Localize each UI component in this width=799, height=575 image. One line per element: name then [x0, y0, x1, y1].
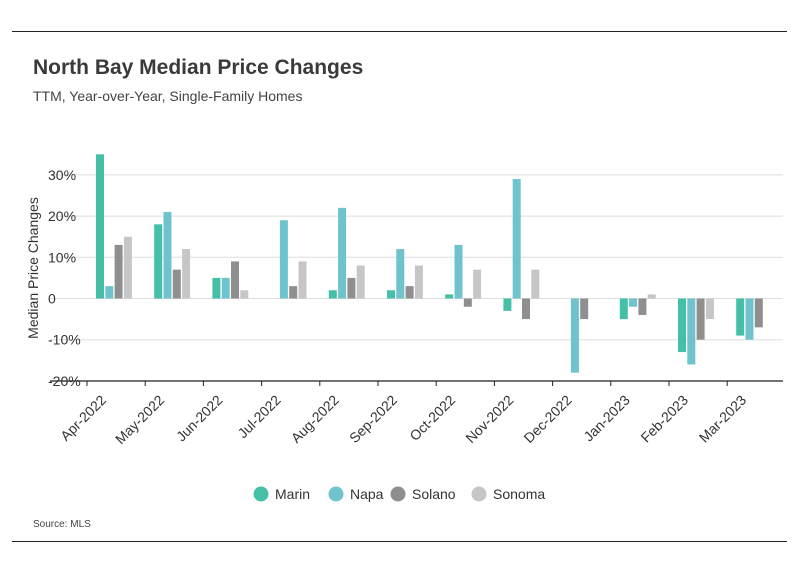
y-tick-label: -10% [48, 332, 81, 348]
x-tick-label: Mar-2023 [696, 392, 750, 446]
bar-napa-apr-2022 [105, 286, 114, 299]
bar-solano-feb-2023 [696, 298, 705, 340]
bar-napa-sep-2022 [396, 249, 405, 299]
bar-napa-oct-2022 [454, 244, 463, 299]
bar-napa-jan-2023 [629, 298, 638, 307]
x-tick-label: Oct-2022 [406, 392, 458, 444]
bar-napa-may-2022 [163, 211, 172, 299]
bar-napa-dec-2022 [570, 298, 579, 373]
bar-napa-aug-2022 [338, 207, 347, 299]
bar-sonoma-aug-2022 [356, 265, 365, 299]
y-axis-label: Median Price Changes [25, 197, 41, 339]
bar-marin-oct-2022 [445, 294, 454, 299]
source-note: Source: MLS [33, 519, 91, 530]
bar-solano-aug-2022 [347, 277, 356, 299]
bar-sonoma-oct-2022 [473, 269, 482, 299]
legend-swatch-marin [253, 486, 269, 502]
bar-sonoma-may-2022 [182, 249, 191, 299]
x-tick-label: Apr-2022 [57, 392, 109, 444]
bar-solano-jun-2022 [231, 261, 239, 299]
bar-napa-feb-2023 [687, 298, 696, 365]
bar-solano-jul-2022 [289, 286, 298, 299]
legend-label-marin: Marin [275, 486, 310, 502]
bar-sonoma-feb-2023 [705, 298, 714, 320]
bar-napa-jul-2022 [279, 220, 288, 299]
bar-sonoma-apr-2022 [123, 236, 132, 299]
x-tick-labels: Apr-2022 May-2022 Jun-2022 Jul-2022 Aug-2022… [57, 381, 749, 447]
legend-swatch-sonoma [471, 486, 487, 502]
bar-napa-mar-2023 [745, 298, 754, 340]
bar-marin-apr-2022 [96, 154, 104, 299]
bar-napa-jun-2022 [221, 277, 230, 299]
bar-marin-sep-2022 [387, 290, 395, 299]
bar-marin-jan-2023 [619, 298, 628, 320]
bar-sonoma-jul-2022 [298, 261, 307, 299]
top-rule [12, 31, 787, 32]
x-tick-label: Sep-2022 [346, 392, 400, 446]
legend-swatch-solano [390, 486, 406, 502]
y-tick-label: 0 [48, 291, 56, 307]
bar-sonoma-sep-2022 [414, 265, 423, 299]
x-tick-label: May-2022 [112, 392, 167, 447]
bar-solano-dec-2022 [580, 298, 589, 320]
bar-marin-jun-2022 [212, 277, 221, 299]
bar-solano-nov-2022 [522, 298, 530, 320]
x-tick-label: Feb-2023 [637, 392, 691, 446]
legend-label-sonoma: Sonoma [493, 486, 545, 502]
y-tick-label: 20% [48, 208, 76, 224]
bar-marin-nov-2022 [503, 298, 512, 311]
x-tick-label: Aug-2022 [288, 392, 342, 446]
bar-solano-jan-2023 [638, 298, 647, 315]
legend-swatch-napa [328, 486, 344, 502]
legend-label-solano: Solano [412, 486, 456, 502]
chart-subtitle: TTM, Year-over-Year, Single-Family Homes [33, 88, 303, 104]
bar-solano-oct-2022 [463, 298, 472, 307]
grid-lines [50, 174, 783, 382]
bar-solano-may-2022 [172, 269, 181, 299]
bar-sonoma-jan-2023 [647, 294, 656, 299]
bar-solano-sep-2022 [405, 286, 414, 299]
bar-marin-aug-2022 [328, 290, 337, 299]
x-tick-label: Jan-2023 [580, 392, 633, 445]
x-tick-label: Jun-2022 [173, 392, 226, 445]
bottom-rule [12, 541, 787, 542]
bar-sonoma-nov-2022 [531, 269, 540, 299]
y-tick-label: -20% [48, 373, 81, 389]
x-tick-label: Jul-2022 [234, 392, 283, 441]
y-tick-label: 30% [48, 167, 76, 183]
bar-marin-feb-2023 [678, 298, 686, 353]
bars [96, 154, 763, 373]
legend-label-napa: Napa [350, 486, 384, 502]
y-tick-labels: 30% 20% 10% 0 -10% -20% [48, 167, 81, 389]
bar-solano-mar-2023 [754, 298, 763, 328]
bar-marin-mar-2023 [736, 298, 745, 336]
chart-title: North Bay Median Price Changes [33, 56, 364, 79]
legend: Marin Napa Solano Sonoma [253, 486, 545, 502]
x-tick-label: Dec-2022 [520, 392, 574, 446]
x-tick-label: Nov-2022 [462, 392, 516, 446]
bar-sonoma-jun-2022 [240, 290, 249, 299]
bar-napa-nov-2022 [512, 179, 521, 299]
bar-marin-may-2022 [154, 224, 163, 299]
bar-solano-apr-2022 [114, 244, 123, 299]
y-tick-label: 10% [48, 249, 76, 265]
